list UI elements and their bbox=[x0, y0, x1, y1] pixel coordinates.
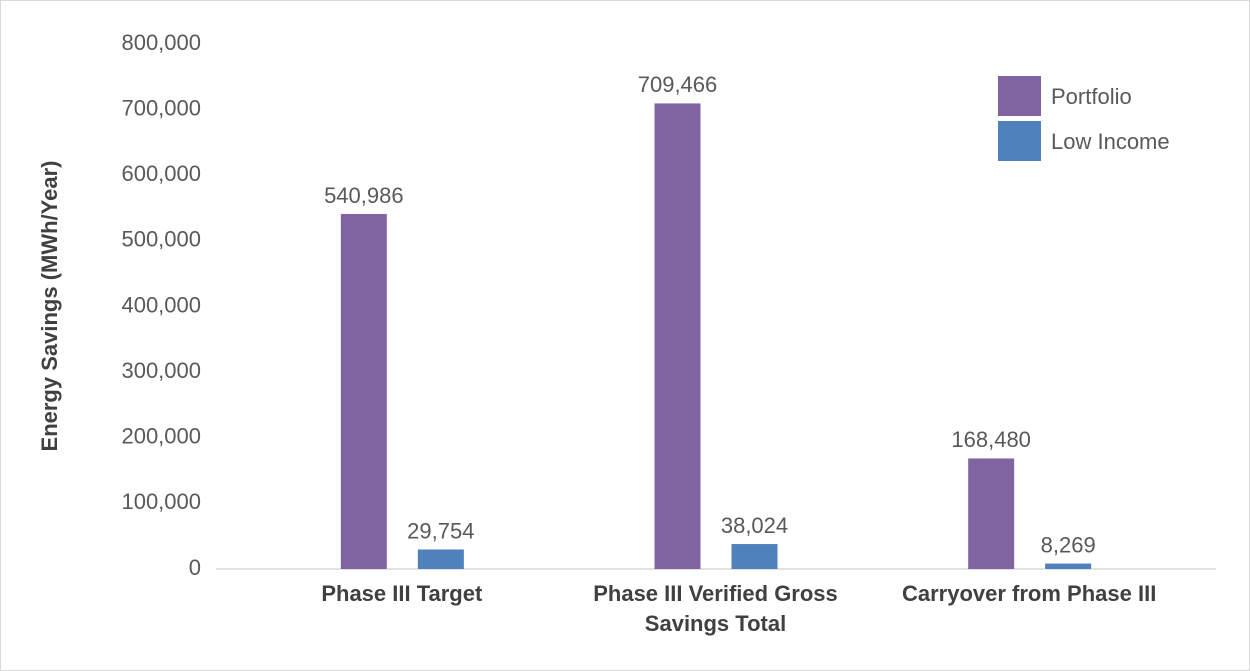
y-tick-label: 500,000 bbox=[121, 227, 201, 252]
legend-label: Low Income bbox=[1051, 129, 1170, 154]
legend-swatch bbox=[998, 76, 1041, 116]
y-tick-label: 300,000 bbox=[121, 358, 201, 383]
value-label: 8,269 bbox=[1041, 532, 1096, 557]
value-label: 540,986 bbox=[324, 183, 404, 208]
bar bbox=[654, 103, 701, 570]
x-tick-label: Carryover from Phase III bbox=[901, 581, 1157, 606]
value-label: 168,480 bbox=[951, 427, 1031, 452]
x-tick-label: Phase III Verified Gross Savings Total bbox=[593, 581, 838, 636]
value-label: 38,024 bbox=[721, 513, 788, 538]
bar bbox=[340, 213, 387, 569]
y-tick-label: 700,000 bbox=[121, 95, 201, 120]
y-tick-label: 800,000 bbox=[121, 30, 201, 55]
legend-label: Portfolio bbox=[1051, 84, 1132, 109]
value-label: 709,466 bbox=[638, 72, 718, 97]
bar bbox=[1045, 563, 1092, 569]
y-tick-label: 200,000 bbox=[121, 424, 201, 449]
y-tick-label: 0 bbox=[189, 555, 201, 580]
y-tick-label: 600,000 bbox=[121, 161, 201, 186]
y-tick-label: 400,000 bbox=[121, 292, 201, 317]
bar bbox=[731, 544, 778, 569]
x-tick-label: Phase III Target bbox=[321, 581, 483, 606]
legend-swatch bbox=[998, 121, 1041, 161]
bar bbox=[417, 549, 464, 569]
y-axis-label: Energy Savings (MWh/Year) bbox=[37, 161, 62, 452]
value-label: 29,754 bbox=[407, 518, 474, 543]
bar bbox=[968, 458, 1015, 569]
y-tick-label: 100,000 bbox=[121, 489, 201, 514]
